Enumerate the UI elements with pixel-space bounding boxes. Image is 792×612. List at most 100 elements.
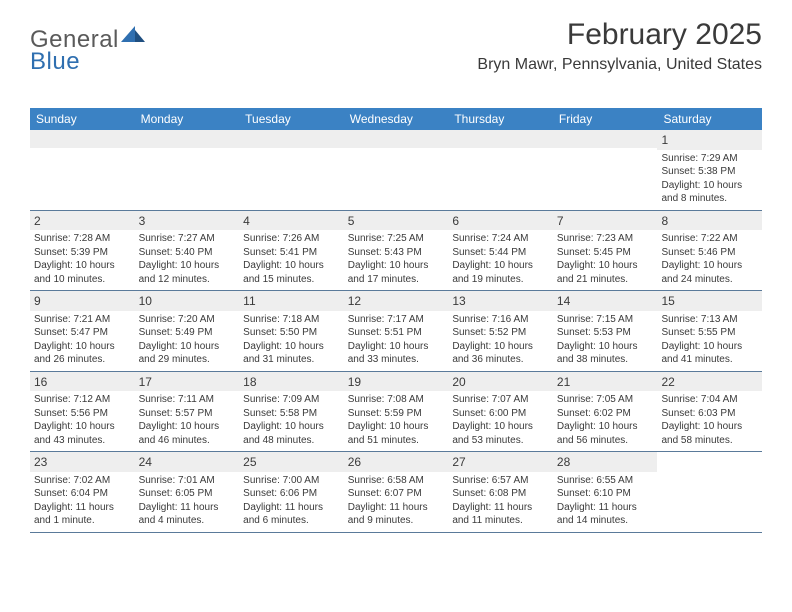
empty-daynum-band: [135, 130, 240, 148]
day-number: 9: [34, 294, 41, 308]
weeks-container: 1Sunrise: 7:29 AMSunset: 5:38 PMDaylight…: [30, 130, 762, 533]
day-cell: 4 Sunrise: 7:26 AMSunset: 5:41 PMDaylight…: [239, 211, 344, 291]
day-cell: 14Sunrise: 7:15 AMSunset: 5:53 PMDayligh…: [553, 291, 658, 371]
daynum-band: 19: [344, 372, 449, 392]
day-cell: 25 Sunrise: 7:00 AMSunset: 6:06 PMDayligh…: [239, 452, 344, 532]
daynum-band: 1: [657, 130, 762, 150]
daynum-band: 7: [553, 211, 658, 231]
day-info: Sunrise: 7:20 AMSunset: 5:49 PMDaylight:…: [139, 313, 236, 367]
day-cell: 28Sunrise: 6:55 AMSunset: 6:10 PMDayligh…: [553, 452, 658, 532]
day-info: Sunrise: 7:23 AMSunset: 5:45 PMDaylight:…: [557, 232, 654, 286]
day-cell: [30, 130, 135, 210]
day-number: 22: [661, 375, 674, 389]
day-info: Sunrise: 7:16 AMSunset: 5:52 PMDaylight:…: [452, 313, 549, 367]
empty-daynum-band: [448, 130, 553, 148]
day-info: Sunrise: 6:58 AMSunset: 6:07 PMDaylight:…: [348, 474, 445, 528]
day-number: 2: [34, 214, 41, 228]
day-number: 5: [348, 214, 355, 228]
day-number: 19: [348, 375, 361, 389]
day-cell: 2 Sunrise: 7:28 AMSunset: 5:39 PMDaylight…: [30, 211, 135, 291]
day-cell: 15 Sunrise: 7:13 AMSunset: 5:55 PMDayligh…: [657, 291, 762, 371]
daynum-band: 12: [344, 291, 449, 311]
location-text: Bryn Mawr, Pennsylvania, United States: [477, 56, 762, 74]
daynum-band: 3: [135, 211, 240, 231]
day-info: Sunrise: 7:12 AMSunset: 5:56 PMDaylight:…: [34, 393, 131, 447]
day-info: Sunrise: 7:18 AMSunset: 5:50 PMDaylight:…: [243, 313, 340, 367]
day-cell: 26 Sunrise: 6:58 AMSunset: 6:07 PMDayligh…: [344, 452, 449, 532]
logo-triangle-icon: [121, 24, 147, 47]
day-info: Sunrise: 7:26 AMSunset: 5:41 PMDaylight:…: [243, 232, 340, 286]
day-number: 20: [452, 375, 465, 389]
day-number: 6: [452, 214, 459, 228]
day-cell: 20 Sunrise: 7:07 AMSunset: 6:00 PMDayligh…: [448, 372, 553, 452]
week-row: 1Sunrise: 7:29 AMSunset: 5:38 PMDaylight…: [30, 130, 762, 211]
day-number: 7: [557, 214, 564, 228]
week-row: 9 Sunrise: 7:21 AMSunset: 5:47 PMDaylight…: [30, 291, 762, 372]
day-info: Sunrise: 7:04 AMSunset: 6:03 PMDaylight:…: [661, 393, 758, 447]
day-number: 24: [139, 455, 152, 469]
day-cell: [448, 130, 553, 210]
day-cell: 23Sunrise: 7:02 AMSunset: 6:04 PMDayligh…: [30, 452, 135, 532]
daynum-band: 8: [657, 211, 762, 231]
day-cell: 7 Sunrise: 7:23 AMSunset: 5:45 PMDaylight…: [553, 211, 658, 291]
day-number: 28: [557, 455, 570, 469]
day-cell: [344, 130, 449, 210]
day-cell: 19Sunrise: 7:08 AMSunset: 5:59 PMDayligh…: [344, 372, 449, 452]
day-number: 25: [243, 455, 256, 469]
daynum-band: 18: [239, 372, 344, 392]
daynum-band: 28: [553, 452, 658, 472]
dow-cell: Tuesday: [239, 108, 344, 130]
dow-cell: Friday: [553, 108, 658, 130]
day-cell: 1Sunrise: 7:29 AMSunset: 5:38 PMDaylight…: [657, 130, 762, 210]
daynum-band: 23: [30, 452, 135, 472]
day-info: Sunrise: 7:07 AMSunset: 6:00 PMDaylight:…: [452, 393, 549, 447]
dow-cell: Monday: [135, 108, 240, 130]
logo-text-blue: Blue: [30, 48, 80, 75]
day-cell: 10Sunrise: 7:20 AMSunset: 5:49 PMDayligh…: [135, 291, 240, 371]
daynum-band: 24: [135, 452, 240, 472]
week-row: 23Sunrise: 7:02 AMSunset: 6:04 PMDayligh…: [30, 452, 762, 533]
empty-daynum-band: [239, 130, 344, 148]
day-info: Sunrise: 7:25 AMSunset: 5:43 PMDaylight:…: [348, 232, 445, 286]
daynum-band: 15: [657, 291, 762, 311]
day-info: Sunrise: 7:22 AMSunset: 5:46 PMDaylight:…: [661, 232, 758, 286]
day-cell: [657, 452, 762, 532]
daynum-band: 11: [239, 291, 344, 311]
daynum-band: 4: [239, 211, 344, 231]
header-row: General February 2025 Bryn Mawr, Pennsyl…: [30, 18, 762, 74]
day-info: Sunrise: 7:13 AMSunset: 5:55 PMDaylight:…: [661, 313, 758, 367]
daynum-band: 2: [30, 211, 135, 231]
day-cell: 9 Sunrise: 7:21 AMSunset: 5:47 PMDaylight…: [30, 291, 135, 371]
day-info: Sunrise: 7:00 AMSunset: 6:06 PMDaylight:…: [243, 474, 340, 528]
day-info: Sunrise: 7:02 AMSunset: 6:04 PMDaylight:…: [34, 474, 131, 528]
day-number: 11: [243, 294, 255, 308]
title-block: February 2025 Bryn Mawr, Pennsylvania, U…: [477, 18, 762, 74]
day-number: 4: [243, 214, 250, 228]
daynum-band: 21: [553, 372, 658, 392]
day-number: 14: [557, 294, 570, 308]
daynum-band: 6: [448, 211, 553, 231]
dow-cell: Wednesday: [344, 108, 449, 130]
day-cell: 22 Sunrise: 7:04 AMSunset: 6:03 PMDayligh…: [657, 372, 762, 452]
day-cell: 11 Sunrise: 7:18 AMSunset: 5:50 PMDayligh…: [239, 291, 344, 371]
day-cell: [553, 130, 658, 210]
day-cell: 27Sunrise: 6:57 AMSunset: 6:08 PMDayligh…: [448, 452, 553, 532]
empty-daynum-band: [30, 130, 135, 148]
week-row: 16Sunrise: 7:12 AMSunset: 5:56 PMDayligh…: [30, 372, 762, 453]
day-info: Sunrise: 7:28 AMSunset: 5:39 PMDaylight:…: [34, 232, 131, 286]
day-number: 18: [243, 375, 256, 389]
day-info: Sunrise: 7:21 AMSunset: 5:47 PMDaylight:…: [34, 313, 131, 367]
calendar-page: General February 2025 Bryn Mawr, Pennsyl…: [0, 0, 792, 543]
day-number: 13: [452, 294, 465, 308]
day-info: Sunrise: 7:24 AMSunset: 5:44 PMDaylight:…: [452, 232, 549, 286]
day-info: Sunrise: 7:27 AMSunset: 5:40 PMDaylight:…: [139, 232, 236, 286]
daynum-band: 25: [239, 452, 344, 472]
day-info: Sunrise: 6:57 AMSunset: 6:08 PMDaylight:…: [452, 474, 549, 528]
day-number: 15: [661, 294, 674, 308]
daynum-band: 22: [657, 372, 762, 392]
day-number: 26: [348, 455, 361, 469]
day-cell: 18Sunrise: 7:09 AMSunset: 5:58 PMDayligh…: [239, 372, 344, 452]
day-number: 1: [661, 133, 668, 147]
daynum-band: 10: [135, 291, 240, 311]
day-number: 17: [139, 375, 152, 389]
